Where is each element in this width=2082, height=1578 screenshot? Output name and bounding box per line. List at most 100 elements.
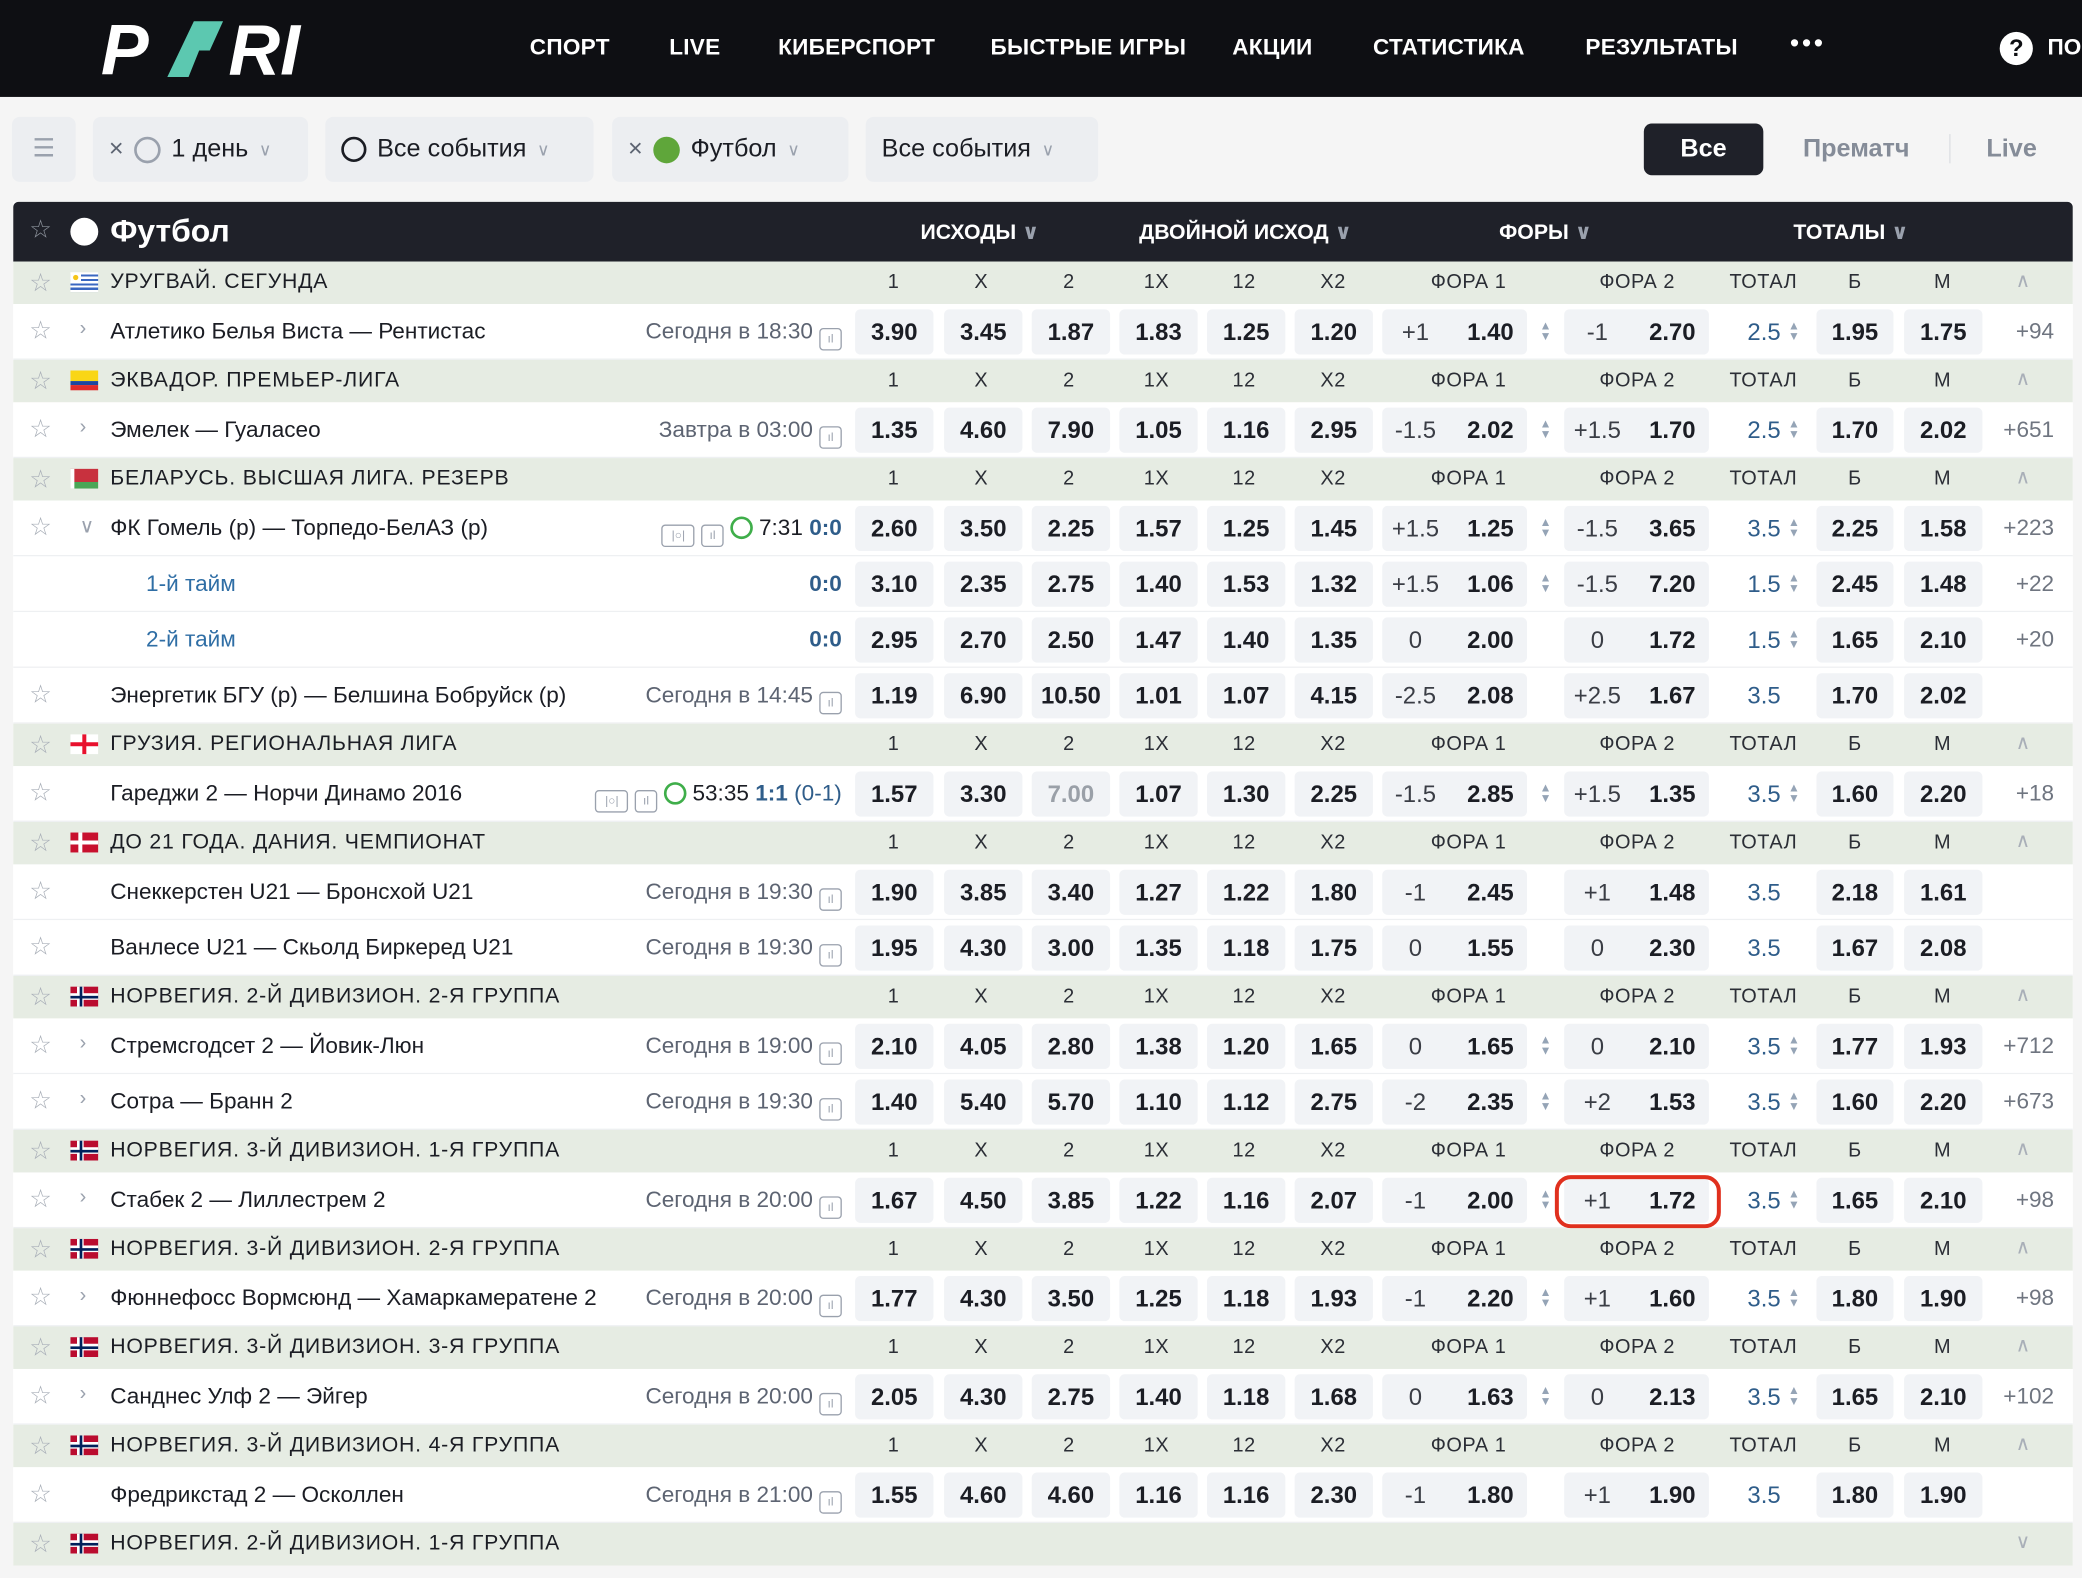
under-button[interactable]: 1.48 bbox=[1904, 561, 1983, 607]
odd-button[interactable]: 1.16 bbox=[1206, 407, 1286, 453]
help-icon[interactable]: ? bbox=[1999, 31, 2033, 66]
more-markets-link[interactable]: +223 bbox=[2003, 515, 2055, 541]
odd-button[interactable]: 1.35 bbox=[1294, 617, 1373, 663]
handicap-switch-icon[interactable]: ▲ ▼ bbox=[1539, 1285, 1552, 1310]
group-double-chance[interactable]: ДВОЙНОЙ ИСХОД ∨ bbox=[1139, 219, 1352, 246]
odd-button[interactable]: 10.50 bbox=[1031, 673, 1111, 719]
chevron-up-icon[interactable]: ∧ bbox=[2015, 1137, 2031, 1161]
statistics-icon[interactable]: ıl bbox=[819, 1294, 842, 1318]
odd-button[interactable]: 1.30 bbox=[1206, 771, 1286, 817]
match-teams[interactable]: Стремсгодсет 2 — Йовик-Люн bbox=[110, 1033, 425, 1059]
period-link[interactable]: 2-й тайм bbox=[146, 626, 236, 652]
field-icon[interactable]: |○| bbox=[661, 524, 695, 548]
more-markets-link[interactable]: +651 bbox=[2003, 416, 2055, 443]
handicap1-button[interactable]: -1 2.20 bbox=[1382, 1276, 1527, 1322]
statistics-icon[interactable]: ıl bbox=[819, 426, 842, 449]
odd-button[interactable]: 1.83 bbox=[1119, 309, 1198, 355]
chevron-up-icon[interactable]: ∧ bbox=[2015, 367, 2031, 391]
handicap1-button[interactable]: -1.5 2.85 bbox=[1382, 771, 1527, 817]
league-header-row[interactable]: ☆ НОРВЕГИЯ. 2-Й ДИВИЗИОН. 1-Я ГРУППА ∨ bbox=[13, 1522, 2073, 1566]
favorite-star-icon[interactable]: ☆ bbox=[29, 1185, 52, 1214]
handicap-switch-icon[interactable]: ▲ ▼ bbox=[1539, 1187, 1552, 1211]
handicap-switch-icon[interactable]: ▲ ▼ bbox=[1539, 570, 1552, 595]
odd-button[interactable]: 1.57 bbox=[1119, 505, 1198, 552]
odd-button[interactable]: 1.40 bbox=[1206, 617, 1286, 663]
odd-button[interactable]: 1.77 bbox=[855, 1276, 934, 1322]
favorite-star-icon[interactable]: ☆ bbox=[29, 466, 52, 494]
handicap2-button[interactable]: -1.5 3.65 bbox=[1564, 505, 1709, 552]
under-button[interactable]: 1.61 bbox=[1904, 869, 1983, 915]
favorite-star-icon[interactable]: ☆ bbox=[29, 513, 52, 542]
odd-button[interactable]: 1.22 bbox=[1119, 1177, 1198, 1223]
under-button[interactable]: 2.10 bbox=[1904, 1177, 1983, 1223]
statistics-icon[interactable]: ıl bbox=[819, 944, 842, 967]
odd-button[interactable]: 1.35 bbox=[855, 407, 934, 453]
odd-button[interactable]: 1.10 bbox=[1119, 1079, 1198, 1125]
favorite-star-icon[interactable]: ☆ bbox=[29, 933, 52, 962]
league-header-row[interactable]: ☆ НОРВЕГИЯ. 3-Й ДИВИЗИОН. 1-Я ГРУППА 1 X 2 1… bbox=[13, 1129, 2073, 1173]
odd-button[interactable]: 3.50 bbox=[944, 505, 1023, 552]
odd-button[interactable]: 1.67 bbox=[855, 1177, 934, 1223]
more-markets-link[interactable]: +20 bbox=[2015, 626, 2055, 652]
handicap1-button[interactable]: -2 2.35 bbox=[1382, 1079, 1527, 1125]
match-teams[interactable]: Гареджи 2 — Норчи Динамо 2016 bbox=[110, 780, 463, 806]
odd-button[interactable]: 2.35 bbox=[944, 561, 1023, 607]
odd-button[interactable]: 2.50 bbox=[1031, 617, 1111, 663]
more-markets-link[interactable]: +712 bbox=[2003, 1033, 2055, 1059]
statistics-icon[interactable]: ıl bbox=[819, 888, 842, 911]
handicap2-button[interactable]: +2.5 1.67 bbox=[1564, 673, 1709, 719]
odd-button[interactable]: 4.30 bbox=[944, 1276, 1023, 1322]
more-markets-link[interactable]: +102 bbox=[2003, 1383, 2055, 1409]
chevron-down-icon[interactable]: ∨ bbox=[79, 515, 95, 538]
odd-button[interactable]: 1.53 bbox=[1206, 561, 1286, 607]
handicap-switch-icon[interactable]: ▲ ▼ bbox=[1539, 1033, 1552, 1057]
handicap1-button[interactable]: 0 1.55 bbox=[1382, 925, 1527, 971]
favorite-star-icon[interactable]: ☆ bbox=[29, 1480, 52, 1509]
statistics-icon[interactable]: ıl bbox=[701, 524, 724, 548]
match-row[interactable]: 2-й тайм 0:0 2.95 2.70 2.50 1.47 1.40 1.35 0 2.00… bbox=[13, 612, 2073, 668]
chevron-up-icon[interactable]: ∧ bbox=[2015, 1432, 2031, 1456]
over-button[interactable]: 2.25 bbox=[1816, 505, 1894, 552]
events-filter[interactable]: Все события ∨ bbox=[325, 116, 594, 182]
nav-sport[interactable]: СПОРТ bbox=[529, 34, 610, 60]
match-teams[interactable]: Ванлесе U21 — Скьолд Биркеред U21 bbox=[110, 934, 514, 961]
statistics-icon[interactable]: ıl bbox=[819, 1196, 842, 1219]
odd-button[interactable]: 1.20 bbox=[1294, 309, 1373, 355]
field-icon[interactable]: |○| bbox=[595, 790, 629, 813]
more-markets-link[interactable]: +18 bbox=[2015, 780, 2055, 806]
odd-button[interactable]: 1.95 bbox=[855, 925, 934, 971]
total-value[interactable]: 1.5 bbox=[1747, 570, 1781, 598]
handicap-switch-icon[interactable]: ▲ ▼ bbox=[1539, 515, 1552, 540]
match-teams[interactable]: Атлетико Белья Виста — Рентистас bbox=[110, 318, 486, 344]
match-teams[interactable]: ФК Гомель (р) — Торпедо-БелАЗ (р) bbox=[110, 515, 489, 541]
chevron-right-icon[interactable]: › bbox=[79, 1185, 87, 1209]
odd-button[interactable]: 5.40 bbox=[944, 1079, 1023, 1125]
odd-button[interactable]: 2.05 bbox=[855, 1374, 934, 1420]
total-switch-icon[interactable]: ▲ ▼ bbox=[1787, 515, 1800, 540]
odd-button[interactable]: 4.50 bbox=[944, 1177, 1023, 1223]
odd-button[interactable]: 1.18 bbox=[1206, 925, 1286, 971]
league-header-row[interactable]: ☆ НОРВЕГИЯ. 3-Й ДИВИЗИОН. 3-Я ГРУППА 1 X 2 1… bbox=[13, 1326, 2073, 1369]
chevron-up-icon[interactable]: ∧ bbox=[2015, 466, 2031, 489]
match-row[interactable]: ☆ Фредрикстад 2 — Осколлен Сегодня в 21:00… bbox=[13, 1467, 2073, 1523]
odd-button[interactable]: 1.07 bbox=[1119, 771, 1198, 817]
match-teams[interactable]: Стабек 2 — Лиллестрем 2 bbox=[110, 1187, 386, 1213]
odd-button[interactable]: 7.00 bbox=[1031, 771, 1111, 817]
favorite-star-icon[interactable]: ☆ bbox=[29, 1087, 52, 1116]
odd-button[interactable]: 4.60 bbox=[944, 1472, 1023, 1518]
nav-promotions[interactable]: АКЦИИ bbox=[1232, 34, 1313, 60]
odd-button[interactable]: 3.45 bbox=[944, 309, 1023, 355]
odd-button[interactable]: 1.12 bbox=[1206, 1079, 1286, 1125]
under-button[interactable]: 2.08 bbox=[1904, 925, 1983, 971]
handicap-switch-icon[interactable]: ▲ ▼ bbox=[1539, 780, 1552, 805]
favorite-star-icon[interactable]: ☆ bbox=[29, 216, 52, 245]
group-handicaps[interactable]: ФОРЫ ∨ bbox=[1499, 219, 1592, 246]
odd-button[interactable]: 1.25 bbox=[1206, 505, 1286, 552]
total-value[interactable]: 3.5 bbox=[1747, 1285, 1781, 1312]
total-value[interactable]: 3.5 bbox=[1747, 1481, 1781, 1509]
odd-button[interactable]: 1.32 bbox=[1294, 561, 1373, 607]
under-button[interactable]: 2.02 bbox=[1904, 407, 1983, 453]
odd-button[interactable]: 1.90 bbox=[855, 869, 934, 915]
chevron-right-icon[interactable]: › bbox=[79, 1031, 87, 1055]
